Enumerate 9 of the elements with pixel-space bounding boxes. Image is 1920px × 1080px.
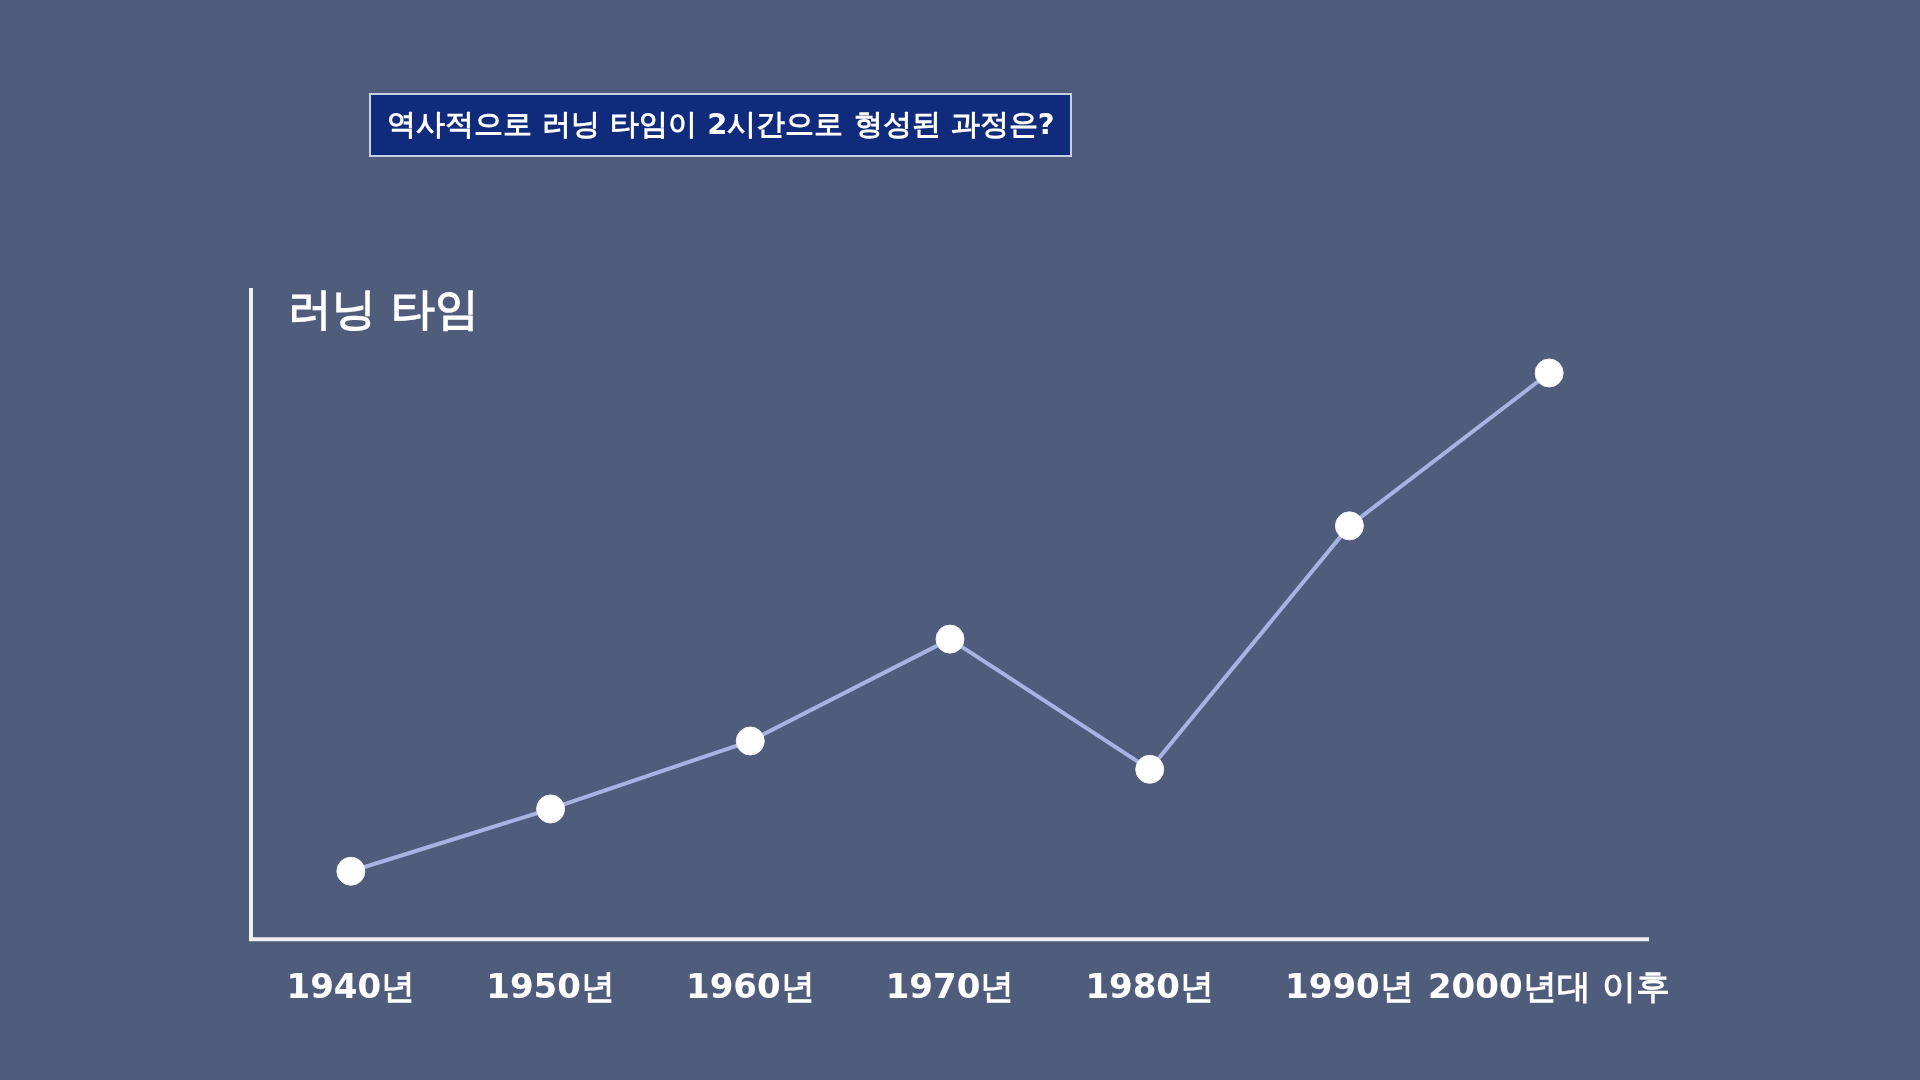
y-axis-title: 러닝 타임: [288, 282, 480, 336]
x-tick-label: 1980년: [1085, 966, 1215, 1007]
x-tick-label: 1990년: [1285, 966, 1414, 1007]
x-tick-label: 1960년: [685, 966, 815, 1007]
x-tick-label: 2000년대 이후: [1427, 966, 1671, 1007]
x-tick-label: 1940년: [286, 966, 416, 1007]
chart-title: 역사적으로 러닝 타임이 2시간으로 형성된 과정은?: [369, 93, 1073, 157]
x-tick-label: 1970년: [885, 966, 1015, 1007]
x-tick-label: 1950년: [486, 966, 615, 1007]
